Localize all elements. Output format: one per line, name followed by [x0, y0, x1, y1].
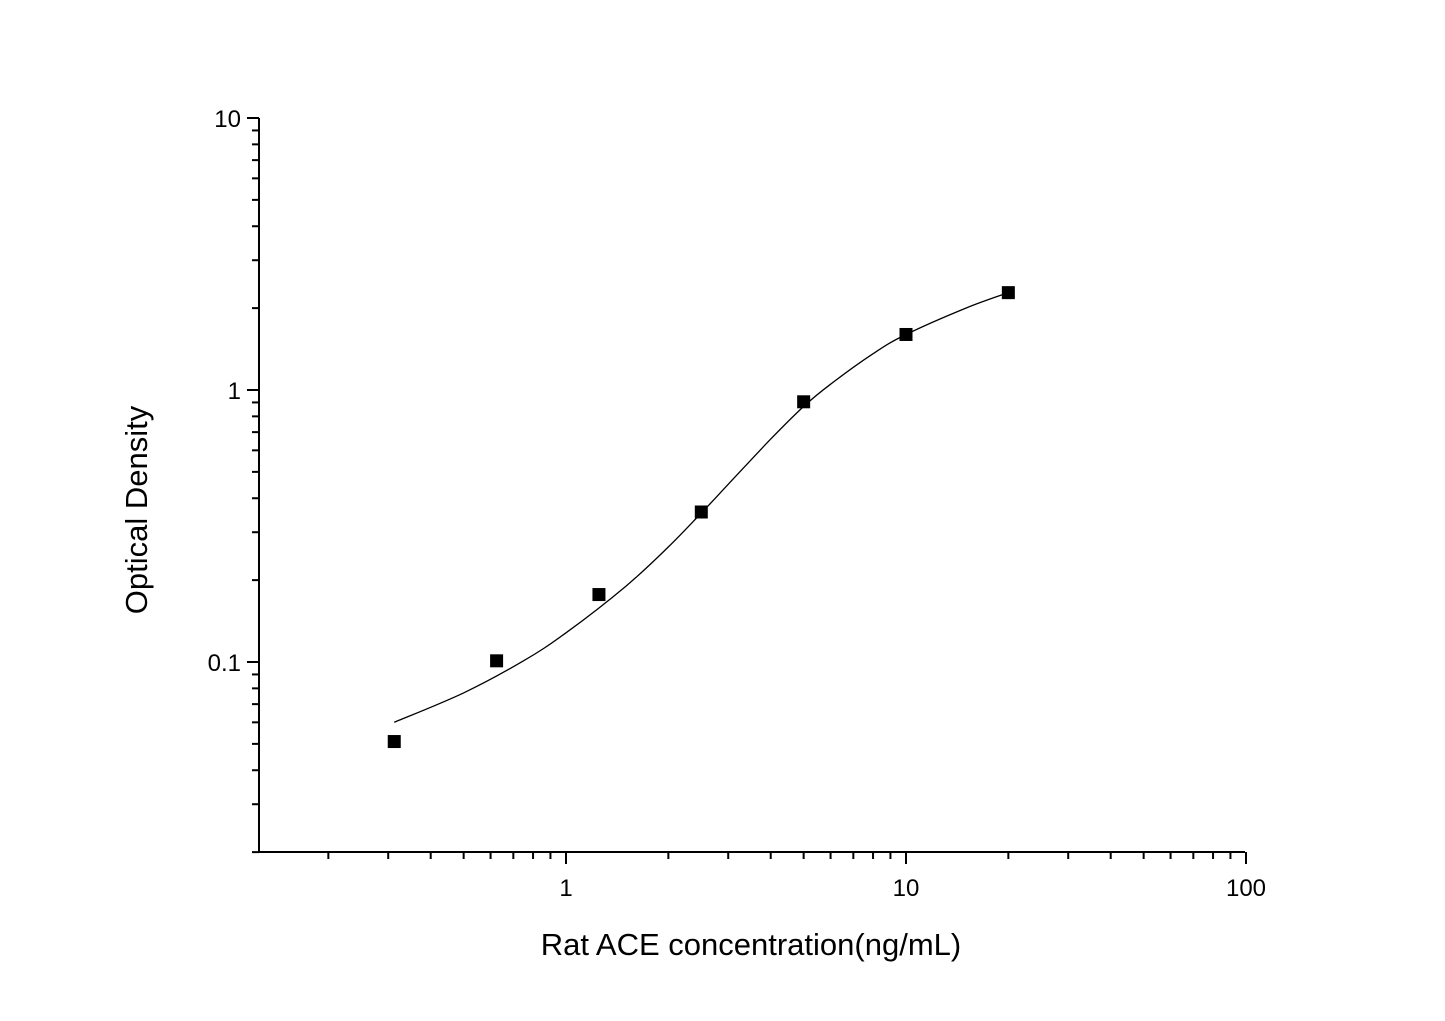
data-point-marker: [899, 327, 913, 341]
y-axis-title: Optical Density: [119, 405, 154, 614]
data-point-marker: [592, 588, 606, 602]
y-tick-label: 0.1: [208, 650, 241, 677]
fit-curve-layer: [393, 291, 1009, 723]
data-point-marker: [1001, 286, 1015, 300]
data-point-marker: [387, 735, 401, 749]
x-tick-label: 10: [893, 875, 920, 902]
data-points-layer: [387, 286, 1015, 749]
y-tick-label: 10: [214, 106, 241, 133]
y-tick-label: 1: [228, 378, 241, 405]
axes: [247, 117, 1247, 864]
data-point-marker: [797, 395, 811, 409]
x-tick-label: 1: [559, 875, 572, 902]
data-point-marker: [694, 505, 708, 519]
x-axis-title: Rat ACE concentration(ng/mL): [541, 927, 961, 962]
data-point-marker: [490, 654, 504, 668]
tick-labels-layer: 1 10 100 0.1 1 10: [208, 106, 1266, 902]
x-tick-label: 100: [1226, 875, 1266, 902]
fit-curve: [393, 291, 1009, 723]
